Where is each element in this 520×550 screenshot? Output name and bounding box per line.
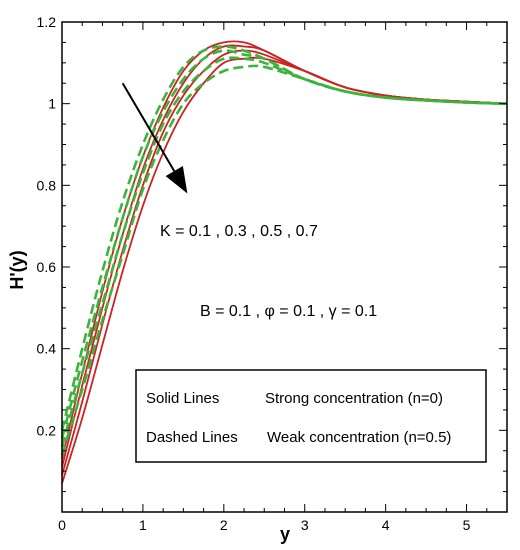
x-tick-label: 0 — [58, 517, 66, 533]
x-tick-label: 5 — [463, 517, 471, 533]
dashed-series-line-1 — [60, 45, 508, 431]
solid-series-line-4 — [61, 56, 508, 484]
legend-dashed-label: Dashed Lines — [146, 429, 238, 446]
x-axis-title: y — [280, 524, 290, 544]
x-tick-label: 1 — [139, 517, 147, 533]
legend-dashed-description: Weak concentration (n=0.5) — [267, 429, 451, 446]
dashed-series-line-2 — [60, 49, 508, 439]
annotation-k-values: K = 0.1 , 0.3 , 0.5 , 0.7 — [160, 223, 318, 240]
y-tick-label: 1.2 — [37, 14, 57, 30]
y-tick-label: 1 — [48, 96, 56, 112]
legend: Solid Lines Strong concentration (n=0) D… — [135, 369, 487, 463]
x-tick-label: 2 — [220, 517, 228, 533]
y-axis-title: H'(y) — [7, 250, 27, 289]
k-arrow — [121, 82, 188, 194]
y-tick-label: 0.4 — [37, 341, 57, 357]
x-tick-label: 3 — [301, 517, 309, 533]
y-tick-label: 0.8 — [37, 177, 57, 193]
dashed-series-line-4 — [60, 64, 508, 456]
tick-labels-layer: 0 1 2 3 4 5 0.2 0.4 0.6 0.8 1 1.2 — [37, 14, 471, 533]
y-tick-label: 0.6 — [37, 259, 57, 275]
annotation-parameters: B = 0.1 , φ = 0.1 , γ = 0.1 — [200, 303, 377, 320]
series-layer — [60, 40, 508, 484]
ticks-layer — [61, 21, 508, 513]
legend-box — [135, 369, 487, 463]
arrow-shaft — [121, 82, 176, 172]
x-tick-label: 4 — [382, 517, 390, 533]
legend-solid-label: Solid Lines — [146, 390, 219, 407]
y-tick-label: 0.2 — [37, 422, 57, 438]
legend-solid-description: Strong concentration (n=0) — [265, 390, 443, 407]
arrow-head — [165, 166, 188, 194]
